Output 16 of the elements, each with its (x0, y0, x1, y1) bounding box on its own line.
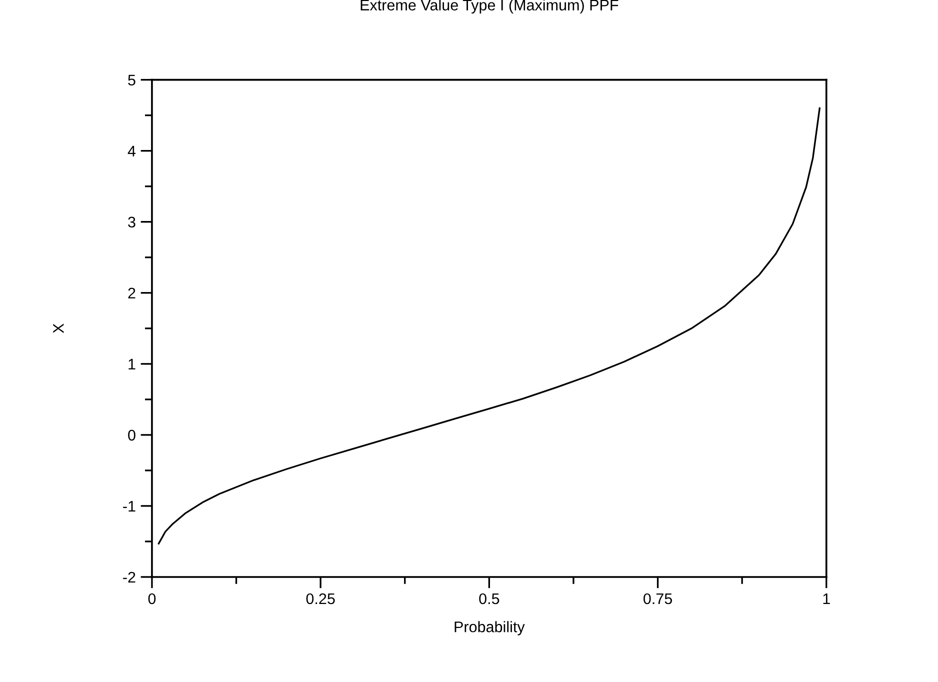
y-tick-label: -2 (123, 572, 136, 583)
y-tick-label: 3 (128, 216, 136, 228)
y-axis-title: X (53, 324, 64, 334)
x-tick-label: 1 (823, 594, 830, 604)
y-tick-label: 5 (128, 74, 136, 86)
y-tick-label: 0 (128, 430, 136, 441)
x-axis-title: Probability (454, 621, 525, 636)
x-tick-label: 0 (148, 593, 156, 604)
y-tick-label: 1 (128, 358, 136, 370)
y-tick-label: 4 (128, 146, 136, 156)
x-tick-label: 0.25 (306, 593, 335, 604)
y-tick-label: 2 (128, 288, 136, 298)
x-tick-label: 0.5 (479, 593, 500, 604)
line-series (158, 107, 820, 544)
x-tick-label: 0.75 (644, 593, 672, 604)
y-tick-label: -1 (123, 500, 136, 512)
